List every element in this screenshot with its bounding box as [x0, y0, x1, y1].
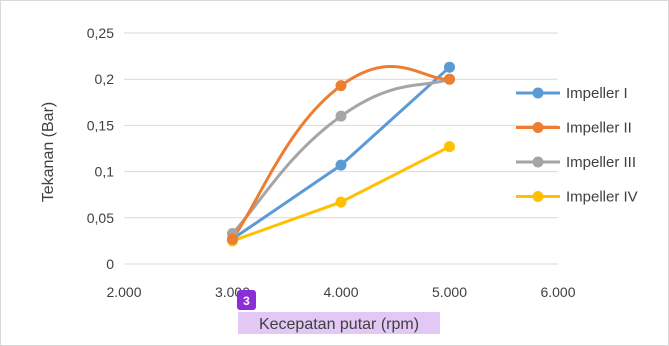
- legend-label: Impeller II: [566, 120, 632, 137]
- series-line: [231, 65, 451, 241]
- y-tick-label: 0,2: [95, 71, 115, 87]
- legend-label: Impeller III: [566, 154, 636, 171]
- data-point: [444, 73, 455, 85]
- x-tick-label: 6.000: [540, 284, 575, 300]
- y-tick-labels: 0 0,05 0,1 0,15 0,2 0,25: [87, 25, 114, 272]
- legend-swatch-marker: [532, 156, 544, 168]
- series-points: [227, 61, 455, 247]
- legend-swatch-marker: [532, 122, 544, 133]
- series-lines: [231, 65, 451, 243]
- x-tick-label: 2.000: [106, 284, 141, 300]
- x-tick-label: 5.000: [432, 284, 467, 300]
- series-line: [231, 77, 451, 236]
- y-tick-label: 0,15: [87, 117, 114, 133]
- x-axis-title: Kecepatan putar (rpm): [259, 316, 419, 333]
- data-point: [335, 196, 347, 208]
- x-axis-title-highlight: [238, 312, 440, 334]
- x-tick-labels: 2.000 3.000 4.000 5.000 6.000: [106, 284, 575, 300]
- legend-swatch-marker: [532, 191, 544, 202]
- y-tick-label: 0,05: [87, 210, 114, 226]
- data-point: [335, 80, 347, 92]
- legend: Impeller I Impeller II Impeller III Impelle…: [516, 85, 638, 206]
- data-point: [444, 141, 455, 153]
- legend-label: Impeller I: [566, 85, 628, 102]
- data-point: [335, 159, 347, 171]
- annotation-badge: [237, 290, 256, 310]
- y-axis-title: Tekanan (Bar): [40, 102, 57, 203]
- x-tick-label: 4.000: [323, 284, 358, 300]
- legend-label: Impeller IV: [566, 189, 638, 206]
- y-tick-label: 0,1: [95, 164, 115, 180]
- data-point: [227, 233, 238, 245]
- data-point: [444, 61, 455, 73]
- data-point: [335, 110, 347, 122]
- y-tick-label: 0,25: [87, 25, 114, 41]
- y-tick-label: 0: [106, 256, 114, 272]
- series-line: [231, 65, 451, 241]
- legend-swatch-marker: [532, 87, 544, 99]
- gridlines: [124, 32, 558, 265]
- annotation-badge-label: 3: [243, 294, 250, 308]
